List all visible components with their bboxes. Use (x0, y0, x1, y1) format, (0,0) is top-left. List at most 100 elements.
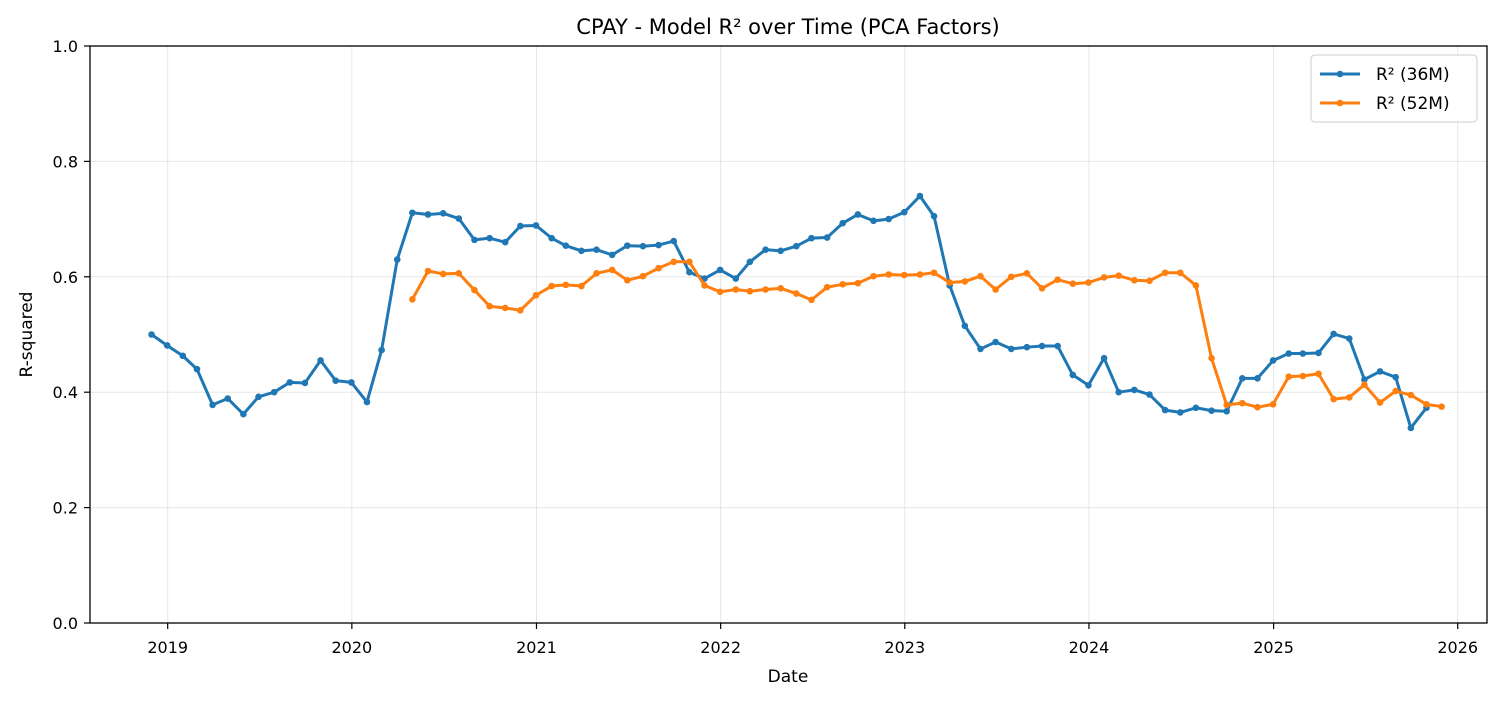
data-point (823, 234, 831, 241)
data-point (732, 286, 740, 293)
data-point (1085, 381, 1092, 389)
data-point (885, 215, 892, 223)
data-point (517, 222, 524, 230)
data-point (424, 211, 432, 218)
data-point (1192, 404, 1200, 412)
data-point (348, 379, 355, 386)
data-point (593, 246, 600, 253)
data-point (624, 242, 631, 249)
data-point (1376, 368, 1384, 375)
data-point (1423, 401, 1430, 408)
data-point (517, 306, 524, 314)
data-point (471, 286, 478, 294)
data-point (732, 275, 740, 282)
data-point (977, 345, 984, 353)
data-point (670, 258, 678, 266)
data-point (378, 346, 385, 354)
data-point (363, 398, 371, 406)
data-point (762, 246, 769, 253)
data-point (1131, 276, 1138, 284)
data-point (578, 282, 585, 290)
data-point (455, 215, 463, 222)
data-point (854, 211, 862, 218)
data-point (808, 234, 815, 242)
data-point (393, 256, 401, 263)
data-point (240, 410, 247, 418)
x-axis-label: Date (768, 667, 809, 687)
data-point (163, 342, 171, 349)
series-line-1 (149, 194, 1429, 430)
data-point (746, 258, 754, 266)
data-point (1176, 269, 1184, 277)
data-point (1069, 280, 1077, 288)
x-tick-label: 2021 (516, 638, 557, 657)
y-tick-label: 0.0 (53, 614, 78, 633)
data-point (1007, 273, 1015, 281)
data-point (839, 281, 847, 288)
x-tick-label: 2026 (1437, 638, 1478, 657)
x-tick-label: 2024 (1069, 638, 1110, 657)
data-point (992, 286, 999, 293)
data-point (501, 238, 509, 246)
data-point (961, 322, 969, 330)
data-point (409, 209, 416, 217)
x-tick-label: 2019 (147, 638, 188, 657)
data-point (548, 234, 555, 242)
x-tick-label: 2025 (1253, 638, 1294, 657)
data-point (578, 247, 585, 255)
data-point (870, 272, 877, 280)
data-point (1239, 375, 1246, 382)
data-point (1223, 407, 1230, 415)
data-point (1100, 354, 1108, 362)
data-point (148, 331, 155, 338)
data-point (270, 388, 278, 396)
data-point (900, 208, 908, 216)
data-point (548, 282, 555, 290)
data-point (1392, 373, 1399, 381)
data-point (823, 283, 831, 291)
y-tick-label: 1.0 (53, 37, 78, 56)
data-point (1438, 403, 1445, 410)
data-point (1038, 342, 1046, 350)
data-point (762, 286, 769, 293)
data-point (1361, 376, 1368, 383)
data-point (716, 266, 724, 274)
data-point (1376, 399, 1384, 406)
data-point (1023, 270, 1031, 277)
data-point (593, 270, 600, 277)
data-point (1285, 350, 1293, 357)
data-point (1254, 403, 1261, 411)
data-point (1069, 371, 1077, 379)
data-point (624, 276, 631, 284)
series-layer (148, 192, 1445, 432)
data-point (701, 282, 708, 289)
data-point (839, 219, 847, 227)
data-point (1208, 407, 1215, 414)
data-point (961, 278, 969, 285)
data-point (670, 237, 678, 245)
data-point (608, 251, 616, 259)
data-point (777, 247, 784, 255)
data-point (808, 296, 815, 304)
y-tick-label: 0.6 (53, 268, 78, 287)
data-point (992, 338, 999, 346)
legend-marker (1336, 70, 1344, 78)
legend-label: R² (36M) (1376, 65, 1450, 85)
data-point (532, 222, 540, 229)
data-point (332, 377, 340, 384)
legend-label: R² (52M) (1376, 94, 1450, 114)
data-point (1192, 282, 1200, 289)
data-point (916, 271, 924, 278)
data-point (193, 365, 201, 373)
data-point (608, 266, 616, 274)
data-point (1330, 395, 1337, 403)
data-point (424, 267, 432, 275)
data-point (793, 242, 800, 250)
chart-title: CPAY - Model R² over Time (PCA Factors) (576, 15, 999, 39)
data-point (746, 287, 754, 295)
data-point (930, 269, 938, 277)
data-point (1361, 381, 1368, 389)
data-point (286, 379, 294, 386)
data-point (1269, 357, 1277, 364)
data-point (1269, 401, 1277, 408)
